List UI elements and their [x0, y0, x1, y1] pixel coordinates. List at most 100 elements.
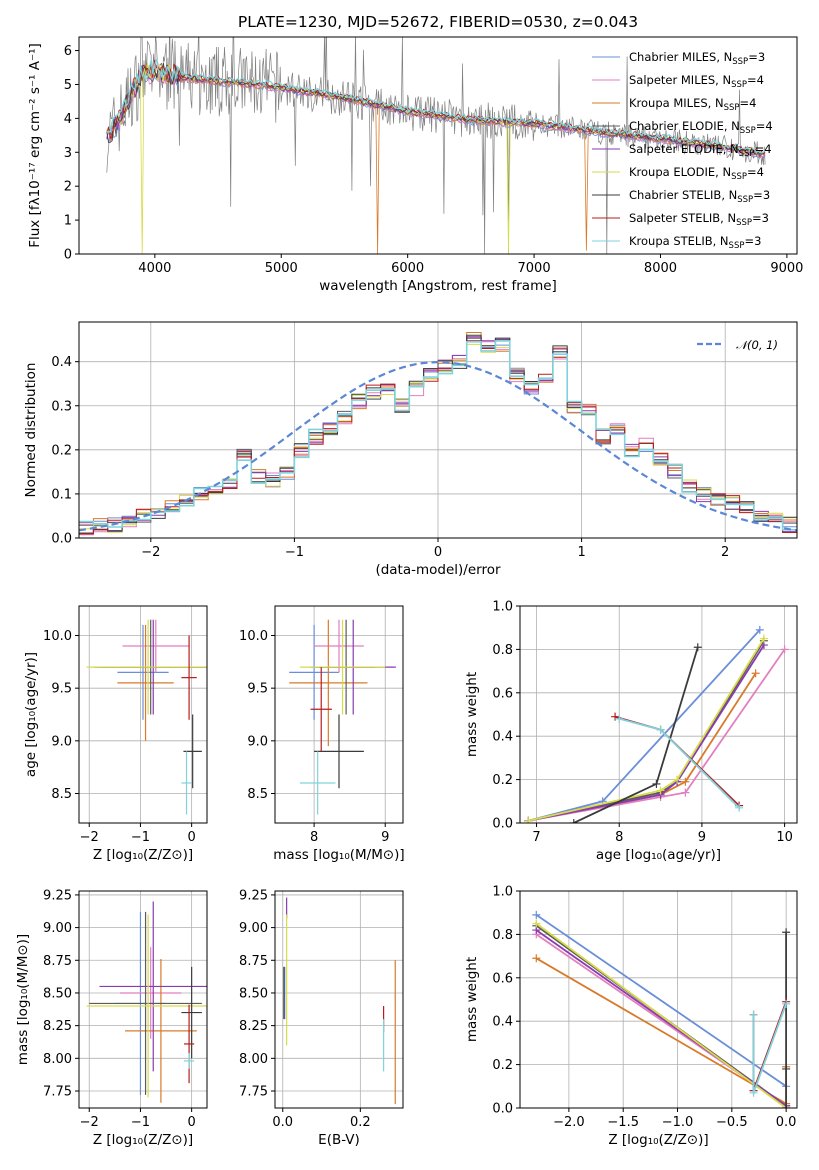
y-tick-label: 0.4 [51, 355, 72, 370]
series-line-0 [535, 914, 787, 1088]
legend-series-name: Kroupa ELODIE [629, 165, 715, 179]
x-tick-label: 0.0 [776, 1115, 797, 1130]
plot-area [79, 332, 797, 536]
y-tick-label: 8.25 [239, 1019, 268, 1034]
y-axis-label: mass weight [464, 957, 480, 1042]
x-tick-label: 1 [577, 545, 585, 560]
series-line-5 [528, 638, 765, 822]
plot-area [532, 910, 791, 1108]
x-tick-label: 7 [532, 830, 540, 845]
legend-entry: Kroupa MILES, NSSP=4 [629, 96, 756, 113]
data-point [749, 1088, 758, 1097]
axes-frame [274, 605, 404, 824]
axes-frame [78, 36, 798, 255]
legend-nssp: 3 [763, 188, 770, 202]
axes-frame [78, 321, 798, 539]
legend-entry: Kroupa STELIB, NSSP=3 [629, 234, 761, 251]
y-tick-label: 0.4 [492, 730, 513, 745]
plot-area [86, 619, 207, 815]
y-tick-label: 8.5 [51, 787, 72, 802]
x-axis-label: (data-model)/error [375, 562, 501, 578]
y-tick-label: 0.2 [51, 443, 72, 458]
model-spectrum-1 [106, 62, 766, 159]
y-tick-label: 9.5 [247, 682, 268, 697]
data-point [782, 1104, 791, 1108]
x-tick-label: 0 [187, 1115, 195, 1130]
data-point [532, 954, 541, 963]
spectrum-legend: Chabrier MILES, NSSP=3 Salpeter MILES, NS… [592, 50, 773, 251]
x-tick-label: −1 [131, 1115, 150, 1130]
y-tick-label: 8.00 [239, 1052, 268, 1067]
y-tick-label: 0.0 [51, 532, 72, 547]
y-tick-label: 10.0 [239, 629, 268, 644]
x-axis-label: Z [log₁₀(Z/Z⊙)] [93, 847, 193, 863]
x-tick-label: 8 [615, 830, 623, 845]
x-tick-label: −2.0 [553, 1115, 585, 1130]
legend-nssp: 4 [764, 142, 771, 156]
y-tick-label: 3 [64, 146, 72, 161]
y-tick-label: 7.75 [239, 1085, 268, 1100]
legend-nssp: 3 [754, 234, 761, 248]
legend-series-name: Kroupa MILES [629, 96, 708, 110]
data-point [782, 928, 791, 937]
x-tick-label: −1 [285, 545, 304, 560]
series-line-2 [535, 957, 787, 1106]
legend-entry: Salpeter ELODIE, NSSP=4 [629, 142, 772, 159]
legend-entry: 𝒩(0, 1) [736, 338, 778, 352]
x-tick-label: 8 [310, 830, 318, 845]
y-tick-label: 0.6 [492, 971, 513, 986]
data-point [782, 999, 791, 1008]
axes-frame [519, 890, 798, 1109]
y-tick-label: 0.0 [492, 817, 513, 832]
y-tick-label: 9.00 [239, 921, 268, 936]
y-tick-label: 0.8 [492, 643, 513, 658]
data-point [693, 643, 702, 652]
y-tick-label: 0.8 [492, 928, 513, 943]
chart-title: PLATE=1230, MJD=52672, FIBERID=0530, z=0… [238, 13, 638, 31]
legend-nssp: 4 [765, 119, 772, 133]
x-axis-label: wavelength [Angstrom, rest frame] [319, 278, 557, 294]
data-point [656, 725, 665, 734]
y-axis-label: mass [log₁₀(M/M⊙)] [15, 934, 31, 1065]
y-tick-label: 9.0 [247, 734, 268, 749]
data-point [652, 779, 661, 788]
data-point [735, 803, 744, 812]
plot-area [86, 901, 207, 1103]
x-axis-label: age [log₁₀(age/yr)] [596, 847, 721, 863]
y-tick-label: 4 [64, 112, 72, 127]
y-tick-label: 1 [64, 214, 72, 229]
y-tick-label: 2 [64, 180, 72, 195]
data-point [569, 819, 578, 823]
series-line-7 [614, 715, 740, 807]
panel-age-vs-mass: 8 9 8.5 9.0 9.5 10.0 mass [log₁₀(M/M⊙)] [239, 605, 405, 863]
legend-nssp: 3 [758, 50, 765, 64]
x-tick-label: 9 [381, 830, 389, 845]
x-tick-label: −2 [141, 545, 160, 560]
histogram-8 [79, 340, 797, 531]
axes-frame [78, 890, 208, 1109]
data-point [780, 645, 789, 654]
series-line-4 [528, 644, 765, 822]
x-tick-label: 0 [187, 830, 195, 845]
x-tick-label: 2 [721, 545, 729, 560]
data-point [755, 625, 764, 634]
y-tick-label: 0.4 [492, 1015, 513, 1030]
x-tick-label: −0.5 [716, 1115, 748, 1130]
legend-series-name: Kroupa STELIB [629, 234, 713, 248]
y-tick-label: 1.0 [492, 600, 513, 615]
data-point [782, 1064, 791, 1073]
y-tick-label: 0.1 [51, 487, 72, 502]
x-axis-label: E(B-V) [318, 1132, 360, 1148]
model-spectrum-8 [106, 58, 766, 154]
data-point [611, 712, 620, 721]
x-axis-label: Z [log₁₀(Z/Z⊙)] [93, 1132, 193, 1148]
legend-nssp: 3 [762, 211, 769, 225]
panel-spectrum: 4000 5000 6000 7000 8000 9000 0 1 2 3 4 5 6 wavelengt… [27, 13, 803, 294]
y-tick-label: 9.00 [43, 921, 72, 936]
data-point [656, 786, 665, 795]
y-tick-label: 9.0 [51, 734, 72, 749]
y-tick-label: 9.25 [239, 888, 268, 903]
y-tick-label: 8.5 [247, 787, 268, 802]
x-tick-label: 6000 [391, 261, 424, 276]
